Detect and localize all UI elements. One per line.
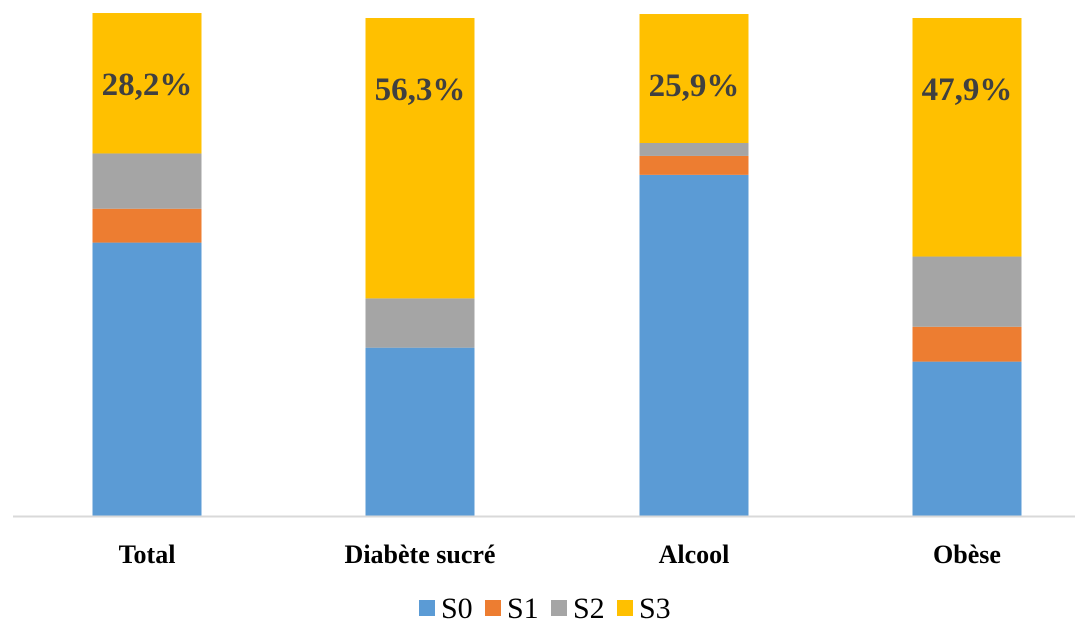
- legend-item-s1: S1: [485, 592, 539, 625]
- data-label-total: 28,2%: [102, 67, 193, 103]
- legend-label-s1: S1: [507, 592, 539, 625]
- data-label-alcool: 25,9%: [649, 68, 740, 104]
- bar-alcool-s1: [639, 155, 749, 175]
- bars-group: [92, 13, 1022, 516]
- legend-label-s3: S3: [639, 592, 671, 625]
- bar-diabete-sucre-s2: [365, 298, 475, 348]
- bar-diabete-sucre-s0: [365, 347, 475, 516]
- legend-label-s0: S0: [441, 592, 473, 625]
- bar-total-s2: [92, 153, 202, 209]
- category-label-diabete-sucre: Diabète sucré: [345, 540, 496, 569]
- legend-item-s3: S3: [617, 592, 671, 625]
- category-label-total: Total: [119, 540, 176, 569]
- legend-swatch-s3: [617, 600, 633, 616]
- legend-label-s2: S2: [573, 592, 605, 625]
- category-label-alcool: Alcool: [659, 540, 730, 569]
- legend-item-s0: S0: [419, 592, 473, 625]
- bar-alcool-s3: [639, 14, 749, 143]
- bar-total-s1: [92, 208, 202, 243]
- category-label-obese: Obèse: [933, 540, 1001, 569]
- legend-swatch-s2: [551, 600, 567, 616]
- legend-item-s2: S2: [551, 592, 605, 625]
- bar-total-s0: [92, 242, 202, 516]
- category-labels-group: Total Diabète sucré Alcool Obèse: [119, 540, 1001, 569]
- data-label-diabete-sucre: 56,3%: [375, 72, 466, 108]
- bar-obese-s0: [912, 361, 1022, 516]
- data-labels-group: 28,2% 56,3% 25,9% 47,9%: [102, 67, 1013, 108]
- bar-alcool-s2: [639, 142, 749, 156]
- legend: S0 S1 S2 S3: [419, 592, 671, 625]
- data-label-obese: 47,9%: [922, 72, 1013, 108]
- bar-diabete-sucre-s3: [365, 18, 475, 299]
- bar-obese-s2: [912, 256, 1022, 327]
- legend-swatch-s0: [419, 600, 435, 616]
- bar-alcool-s0: [639, 174, 749, 516]
- bar-obese-s1: [912, 326, 1022, 362]
- bar-obese-s3: [912, 18, 1022, 257]
- legend-swatch-s1: [485, 600, 501, 616]
- bar-total-s3: [92, 13, 202, 154]
